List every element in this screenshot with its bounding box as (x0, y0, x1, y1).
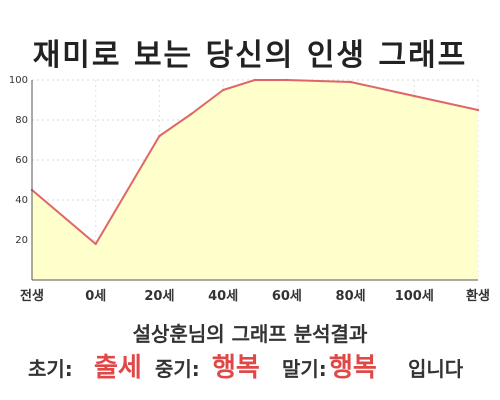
middle-label: 중기: (155, 357, 200, 381)
data-point-3 (190, 112, 193, 116)
early-value: 출세 (94, 353, 142, 383)
x-tick-label-7: 환생 (466, 288, 490, 304)
x-tick-label-2: 20세 (144, 289, 174, 304)
life-graph-chart: 20 40 60 80 100 전생 0세 20세 40세 60세 80세 100세 환생 (9, 75, 490, 304)
data-point-5 (253, 78, 257, 82)
ending-text: 입니다 (408, 357, 464, 381)
data-point-9 (476, 108, 480, 112)
tick-labels: 20 40 60 80 100 전생 0세 20세 40세 60세 80세 100세 환생 (9, 75, 490, 304)
analysis-subtitle: 설상훈님의 그래프 분석결과 (132, 322, 368, 346)
data-point-6 (285, 78, 289, 82)
data-point-2 (158, 134, 161, 138)
x-tick-label-4: 60세 (272, 289, 302, 304)
data-point-4 (221, 88, 225, 92)
x-tick-label-6: 100세 (395, 289, 434, 304)
analysis-result: 초기: 출세 중기: 행복 말기: 행복 입니다 (0, 345, 500, 385)
early-label: 초기: (28, 357, 73, 381)
axes (31, 80, 478, 281)
middle-value: 행복 (212, 353, 260, 383)
y-tick-label-2: 60 (15, 155, 28, 166)
x-tick-label-1: 0세 (85, 289, 106, 304)
x-tick-label-0: 전생 (20, 288, 44, 304)
x-tick-label-3: 40세 (208, 289, 238, 304)
data-point-7 (349, 80, 352, 84)
data-point-8 (413, 94, 416, 98)
life-series-line (31, 79, 479, 245)
x-tick-label-5: 80세 (336, 289, 366, 304)
late-label: 말기: (282, 357, 327, 381)
y-tick-label-4: 100 (9, 75, 28, 86)
y-tick-label-3: 80 (15, 115, 28, 126)
life-area-fill (32, 80, 478, 280)
page-title: 재미로 보는 당신의 인생 그래프 (32, 38, 468, 73)
y-tick-label-1: 40 (15, 195, 28, 206)
late-value: 행복 (329, 353, 377, 383)
area-layer (30, 78, 480, 280)
y-tick-label-0: 20 (15, 235, 28, 246)
data-point-1 (94, 242, 97, 246)
